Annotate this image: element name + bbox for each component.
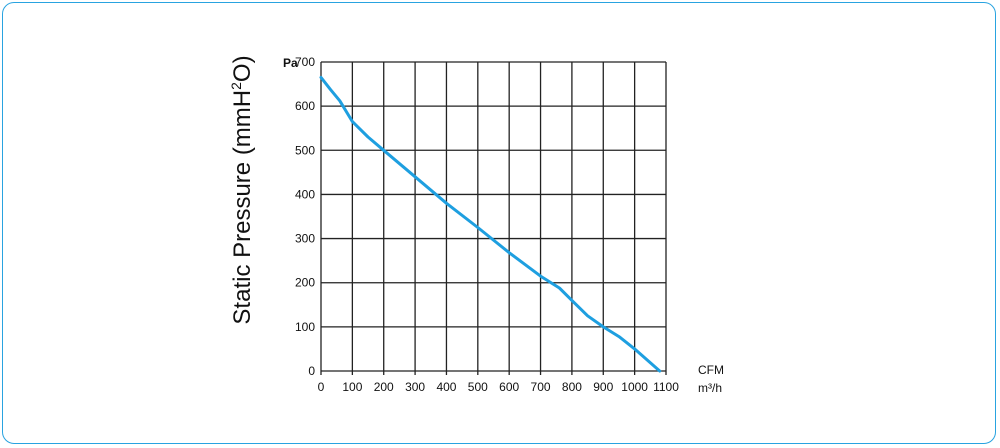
grid [320, 61, 667, 375]
y-tick-label: 200 [295, 276, 315, 290]
x-tick-label: 700 [531, 380, 551, 394]
x-tick-label: 800 [562, 380, 582, 394]
x-tick-label: 400 [436, 380, 456, 394]
y-tick-label: 700 [295, 55, 315, 69]
y-tick-label: 600 [295, 99, 315, 113]
x-tick-label: 300 [405, 380, 425, 394]
y-tick-label: 400 [295, 187, 315, 201]
y-tick-label: 100 [295, 320, 315, 334]
x-tick-label: 100 [342, 380, 362, 394]
x-tick-label: 600 [499, 380, 519, 394]
x-tick-label: 200 [374, 380, 394, 394]
x-unit-m3h: m³/h [698, 381, 722, 395]
x-tick-label: 1000 [621, 380, 648, 394]
y-axis-label: Static Pressure (mmH2O) [228, 55, 256, 324]
x-tick-label: 500 [468, 380, 488, 394]
y-tick-label: 300 [295, 232, 315, 246]
series-line [319, 75, 662, 373]
x-tick-label: 900 [593, 380, 613, 394]
y-tick-label: 500 [295, 143, 315, 157]
tick-labels: 0 100 200 300 400 500 600 700 800 900 1000 1100 0 100… [295, 55, 679, 394]
x-tick-label: 1100 [653, 380, 679, 394]
x-unit-cfm: CFM [698, 363, 724, 377]
y-tick-label: 0 [308, 364, 315, 378]
y-unit-label: Pa [283, 56, 298, 70]
x-tick-label: 0 [318, 380, 325, 394]
